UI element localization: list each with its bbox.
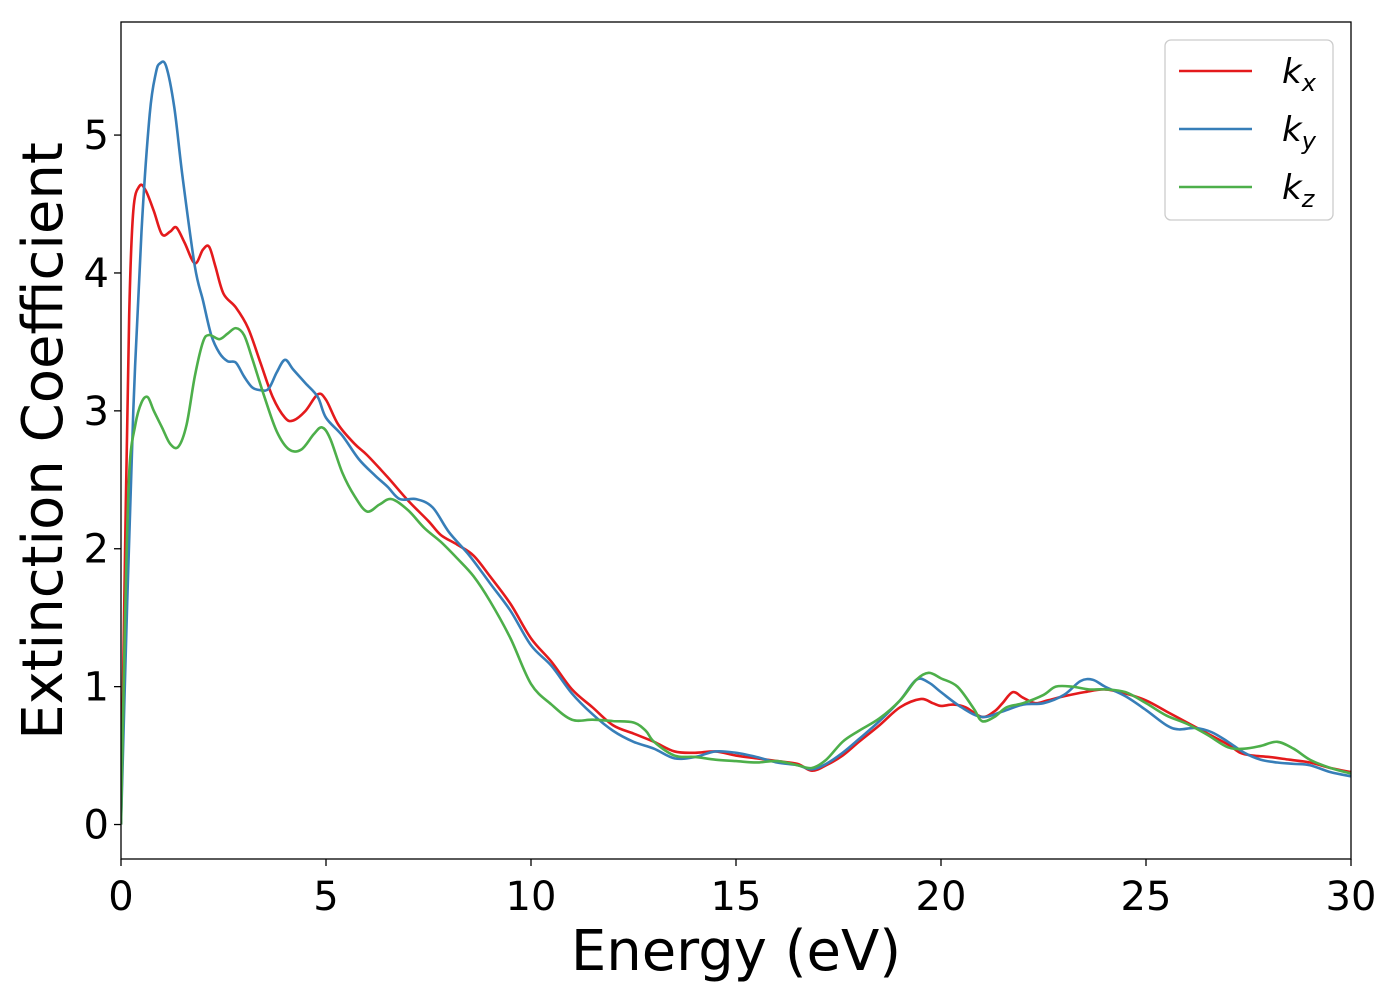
legend: kx ky kz [1164,39,1334,221]
axis-ticks: 0 5 10 15 20 25 30 0 1 2 3 4 5 [84,113,1377,920]
legend-label-k-x: kx [1282,52,1317,97]
series-line-k-z [121,326,1351,825]
y-tick-label: 1 [84,665,109,711]
legend-label-k-z: kz [1282,168,1316,213]
legend-label-k-y: ky [1282,110,1317,155]
series-line-k-x [121,183,1351,825]
x-tick-label: 15 [711,874,762,920]
series-line-k-y [121,60,1351,825]
x-tick-label: 20 [916,874,967,920]
y-axis-title: Extinction Coefficient [11,142,76,740]
y-tick-label: 5 [84,113,109,159]
y-tick-label: 4 [84,251,109,297]
x-tick-label: 25 [1121,874,1172,920]
series-lines [121,60,1351,825]
x-axis-title: Energy (eV) [571,919,901,984]
x-tick-label: 10 [506,874,557,920]
y-tick-label: 2 [84,527,109,573]
x-tick-label: 5 [313,874,338,920]
x-tick-label: 0 [108,874,133,920]
x-tick-label: 30 [1326,874,1377,920]
y-tick-label: 3 [84,389,109,435]
legend-entries: kx ky kz [1179,52,1317,213]
y-tick-label: 0 [84,803,109,849]
